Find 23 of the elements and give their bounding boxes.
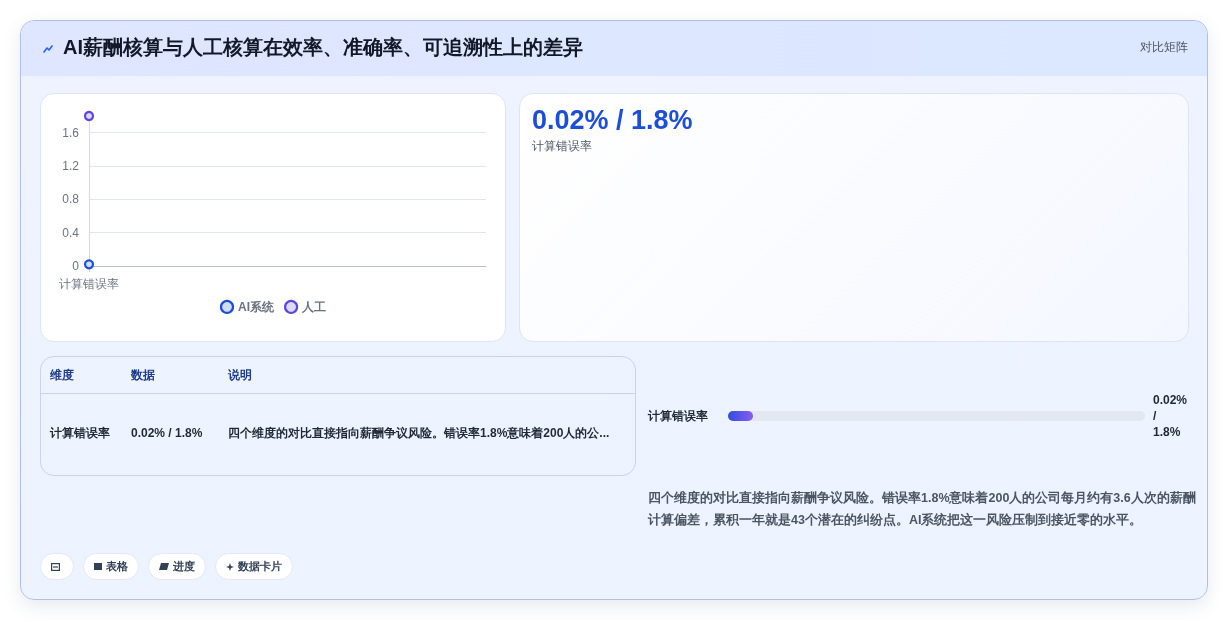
text: 0.02% / 1.8% xyxy=(532,104,693,136)
text: 计算错误率 xyxy=(532,138,592,154)
category-label: 说明 xyxy=(228,367,252,383)
y-tick-label: 0 xyxy=(72,259,80,273)
legend-label: AI系统 xyxy=(238,299,275,314)
category-label: 计算错误率 xyxy=(648,408,708,424)
text: 四个维度的对比直接指向薪酬争议风险。错误率1.8%意味着200人的公... xyxy=(228,425,610,441)
text: AI薪酬核算与人工核算在效率、准确率、可追溯性上的差异 xyxy=(63,35,583,60)
text: 对比矩阵 xyxy=(1140,39,1188,55)
text: 四个维度的对比直接指向薪酬争议风险。错误率1.8%意味着200人的公司每月约有3.6人次的薪酬计算偏差，累积一年就是43个潜在的纠纷点。AI系统把这一风险压制到接近零的水平。 xyxy=(648,489,1196,529)
legend-label: 人工 xyxy=(301,299,327,314)
text: 计算错误率 xyxy=(50,425,110,441)
text: 数据卡片 xyxy=(238,559,282,574)
y-tick-label: 0.4 xyxy=(62,225,80,240)
y-tick-label: 1.2 xyxy=(62,159,80,173)
y-tick-label: 0.8 xyxy=(62,192,80,207)
y-tick-label: 1.6 xyxy=(62,125,80,140)
text: 0.02% / 1.8% xyxy=(131,425,203,441)
text: 0.02% / 1.8% xyxy=(1153,392,1188,440)
category-label: 数据 xyxy=(131,367,155,383)
text: 表格 xyxy=(106,559,128,574)
text: 进度 xyxy=(173,559,195,574)
category-label: 维度 xyxy=(50,367,74,383)
